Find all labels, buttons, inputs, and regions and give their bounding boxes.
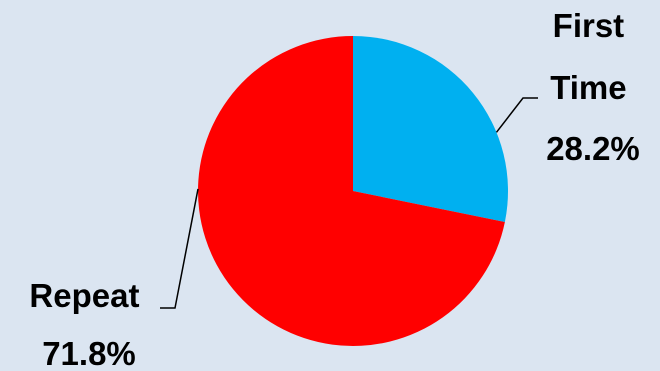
slice-label-first-time: First Time 28.2% [546,7,640,167]
pie-slice-repeat [198,36,505,346]
pie-slices [198,36,509,346]
slice-percent-repeat: 71.8% [42,335,136,371]
slice-label-repeat: Repeat 71.8% [29,277,148,371]
slice-label-first-time-line-2: Time [550,69,626,106]
leader-lines [160,97,538,309]
leader-line-first-time [495,97,538,133]
slice-label-repeat-line-1: Repeat [29,277,139,314]
slice-percent-first-time: 28.2% [546,130,640,167]
pie-slice-first-time [353,36,509,222]
leader-line-repeat [160,188,199,309]
slice-label-first-time-line-1: First [553,7,625,44]
